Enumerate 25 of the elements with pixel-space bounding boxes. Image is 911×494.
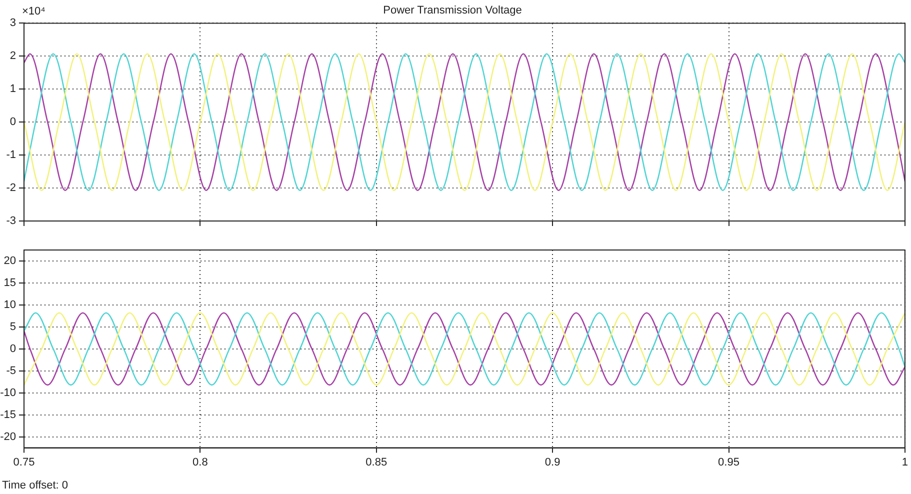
x-tick-label: 0.9: [544, 456, 560, 468]
y-tick-label: 10: [4, 298, 16, 311]
y-tick-label: 1: [10, 83, 16, 96]
text: Time offset: 0: [2, 480, 68, 492]
text: ×10⁴: [22, 6, 46, 18]
y-tick-label: -5: [6, 364, 16, 377]
x-tick-label: 0.95: [718, 456, 740, 468]
y-tick-label: 3: [10, 17, 16, 30]
y-tick-label: 20: [4, 255, 16, 268]
y-tick-label: -20: [0, 430, 16, 443]
y-tick-label: 15: [4, 277, 16, 289]
y-tick-label: 0: [10, 116, 16, 128]
chart-title: Power Transmission Voltage: [383, 4, 522, 17]
y-tick-label: -3: [6, 215, 16, 228]
x-tick-label: 1: [902, 456, 908, 468]
y-tick-label: -10: [0, 386, 16, 399]
y-tick-label: -2: [6, 182, 16, 194]
y-tick-label: -15: [0, 408, 16, 421]
x-tick-label: 0.8: [192, 456, 208, 468]
x-tick-label: 0.85: [366, 456, 388, 468]
y-tick-label: 2: [10, 50, 16, 62]
y-tick-label: 5: [10, 320, 16, 333]
x-tick-label: 0.75: [13, 456, 35, 468]
y-tick-label: -1: [6, 149, 16, 162]
y-tick-label: 0: [10, 342, 16, 355]
